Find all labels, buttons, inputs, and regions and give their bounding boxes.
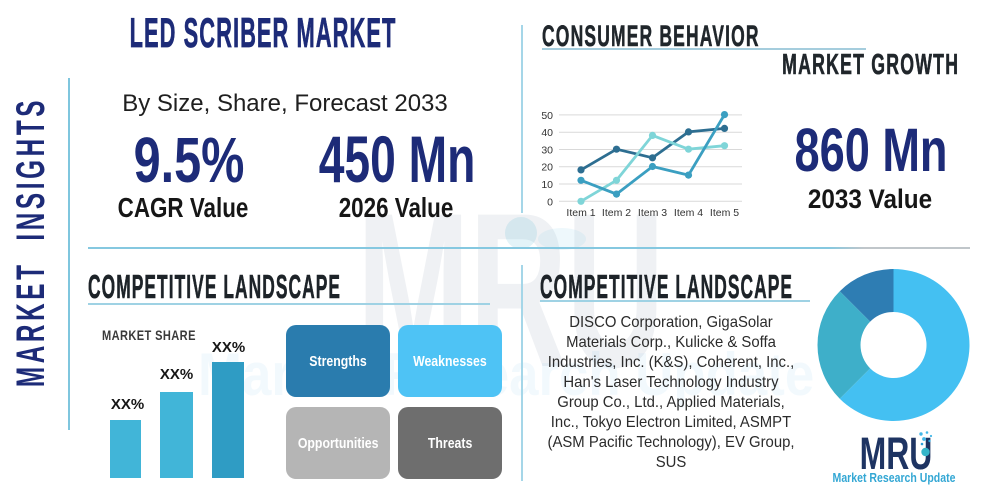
svg-text:40: 40 xyxy=(541,127,553,139)
svg-text:Item 5: Item 5 xyxy=(710,207,739,219)
svg-text:Item 2: Item 2 xyxy=(602,207,631,219)
svg-text:0: 0 xyxy=(547,196,553,208)
svg-text:Item 4: Item 4 xyxy=(674,207,703,219)
svg-text:Item 3: Item 3 xyxy=(638,207,667,219)
svg-text:20: 20 xyxy=(541,162,553,174)
svg-text:50: 50 xyxy=(541,110,553,122)
svg-text:30: 30 xyxy=(541,145,553,157)
svg-text:Item 1: Item 1 xyxy=(566,207,595,219)
svg-text:10: 10 xyxy=(541,179,553,191)
